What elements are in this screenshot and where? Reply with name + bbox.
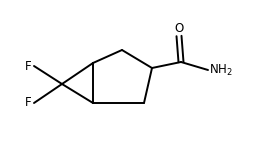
Text: O: O [174,22,184,35]
Text: F: F [25,60,32,72]
Text: NH$_2$: NH$_2$ [209,62,233,78]
Text: F: F [25,96,32,109]
